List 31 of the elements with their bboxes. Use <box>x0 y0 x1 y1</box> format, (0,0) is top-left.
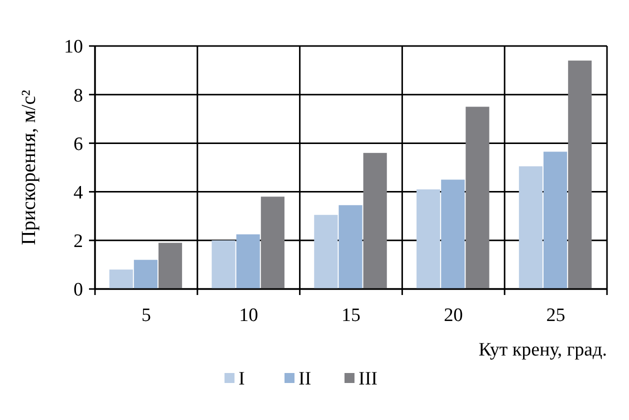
x-tick-label: 15 <box>342 305 360 326</box>
x-tick-label: 25 <box>546 305 566 326</box>
bar <box>466 106 490 289</box>
x-tick-label: 5 <box>141 305 151 326</box>
bar <box>416 189 440 289</box>
bar <box>158 242 182 289</box>
bar <box>260 196 284 289</box>
legend-label: II <box>298 368 312 390</box>
bar <box>568 60 592 289</box>
bar <box>212 240 236 289</box>
bar <box>314 214 338 289</box>
y-tick-label: 0 <box>74 280 83 301</box>
bar <box>441 180 465 289</box>
x-axis-title: Кут крену, град. <box>478 339 607 360</box>
legend-label: III <box>358 368 378 390</box>
bar <box>109 270 133 289</box>
legend-label: I <box>238 368 245 390</box>
bar <box>236 234 260 289</box>
x-tick-label: 10 <box>239 305 258 326</box>
y-tick-label: 2 <box>74 231 83 252</box>
y-tick-label: 8 <box>74 85 83 106</box>
x-tick-label: 20 <box>444 305 463 326</box>
bar <box>544 152 568 289</box>
y-tick-label: 4 <box>74 182 84 204</box>
bar <box>518 166 543 289</box>
y-tick-label: 10 <box>64 36 83 58</box>
y-tick-label: 6 <box>74 134 83 155</box>
bar <box>338 205 362 289</box>
bar <box>134 260 158 289</box>
bar <box>363 152 387 289</box>
y-axis-title: Прискорення, м/с² <box>18 90 40 246</box>
